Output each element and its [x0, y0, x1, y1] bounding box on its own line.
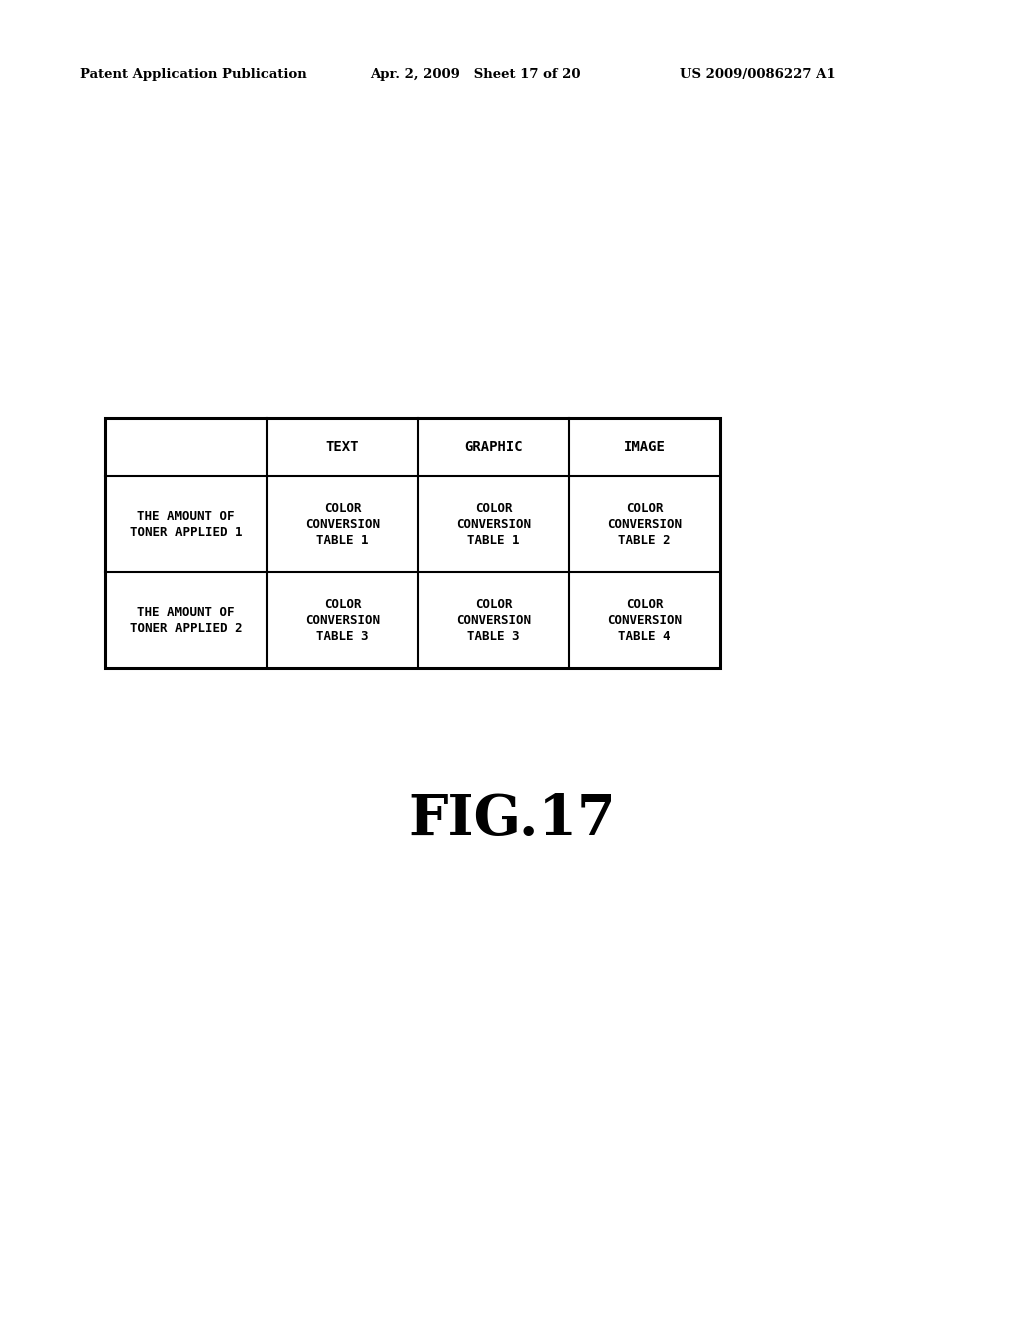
Text: US 2009/0086227 A1: US 2009/0086227 A1: [680, 69, 836, 81]
Text: COLOR
CONVERSION
TABLE 1: COLOR CONVERSION TABLE 1: [305, 502, 380, 546]
Text: COLOR
CONVERSION
TABLE 3: COLOR CONVERSION TABLE 3: [305, 598, 380, 643]
Text: COLOR
CONVERSION
TABLE 1: COLOR CONVERSION TABLE 1: [456, 502, 531, 546]
Text: Apr. 2, 2009   Sheet 17 of 20: Apr. 2, 2009 Sheet 17 of 20: [370, 69, 581, 81]
Text: THE AMOUNT OF
TONER APPLIED 2: THE AMOUNT OF TONER APPLIED 2: [130, 606, 243, 635]
Bar: [105, 418, 720, 668]
Text: COLOR
CONVERSION
TABLE 3: COLOR CONVERSION TABLE 3: [456, 598, 531, 643]
Text: TEXT: TEXT: [326, 440, 359, 454]
Text: GRAPHIC: GRAPHIC: [464, 440, 523, 454]
Text: THE AMOUNT OF
TONER APPLIED 1: THE AMOUNT OF TONER APPLIED 1: [130, 510, 243, 539]
Text: COLOR
CONVERSION
TABLE 4: COLOR CONVERSION TABLE 4: [607, 598, 682, 643]
Text: FIG.17: FIG.17: [409, 792, 615, 847]
Text: IMAGE: IMAGE: [624, 440, 666, 454]
Text: Patent Application Publication: Patent Application Publication: [80, 69, 307, 81]
Text: COLOR
CONVERSION
TABLE 2: COLOR CONVERSION TABLE 2: [607, 502, 682, 546]
